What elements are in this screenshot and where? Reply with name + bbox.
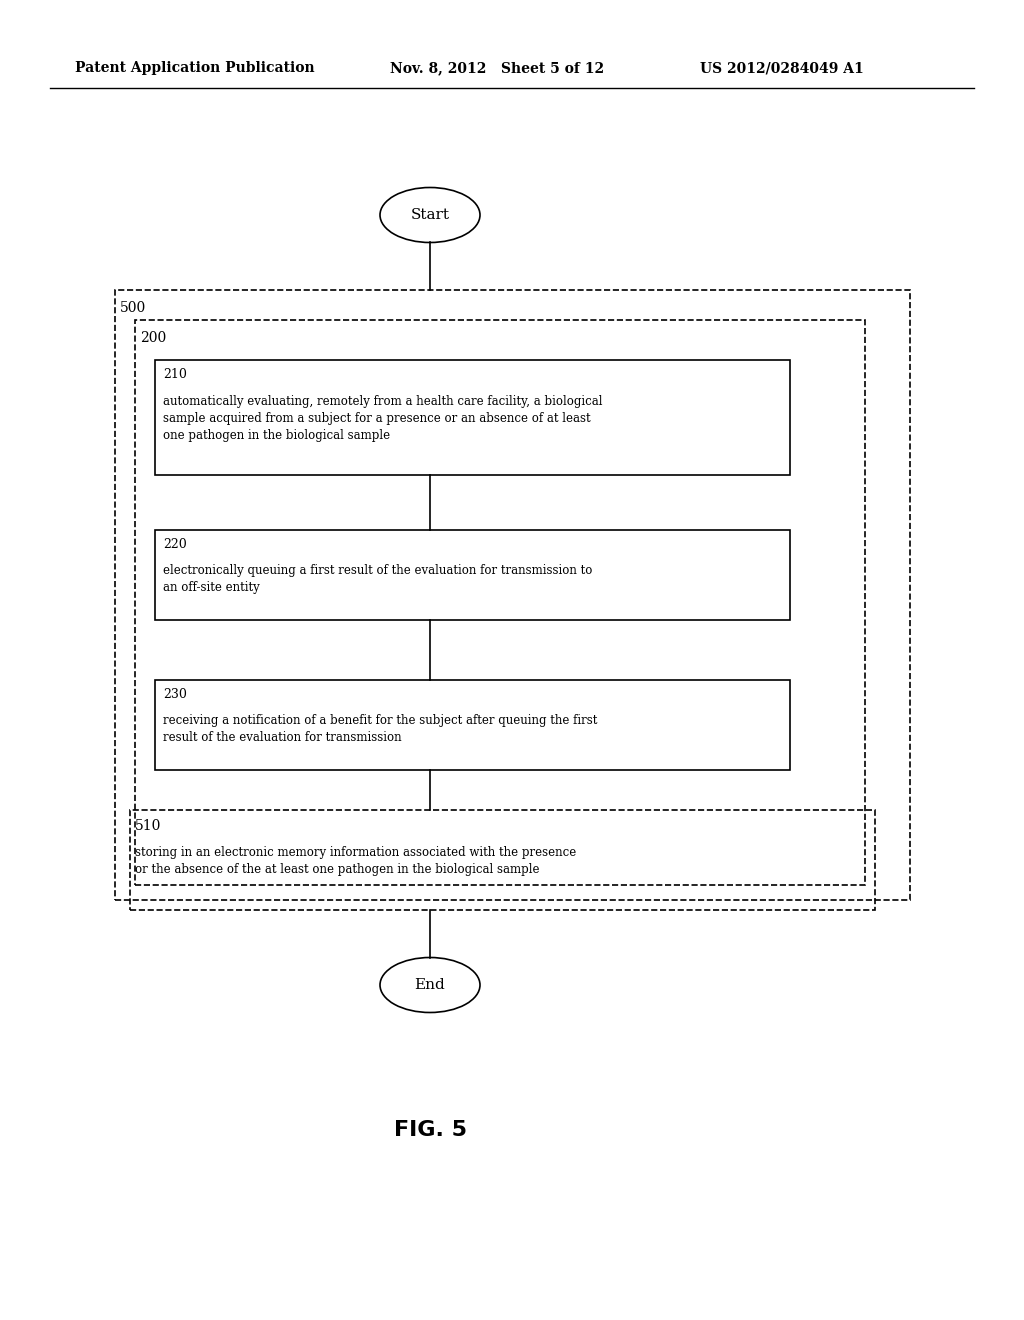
Text: Patent Application Publication: Patent Application Publication bbox=[75, 61, 314, 75]
Text: Start: Start bbox=[411, 209, 450, 222]
Text: receiving a notification of a benefit for the subject after queuing the first
re: receiving a notification of a benefit fo… bbox=[163, 714, 597, 744]
Bar bbox=[155, 531, 790, 620]
Text: US 2012/0284049 A1: US 2012/0284049 A1 bbox=[700, 61, 864, 75]
Text: 510: 510 bbox=[135, 818, 162, 833]
Bar bbox=[115, 290, 910, 900]
Text: 230: 230 bbox=[163, 688, 186, 701]
Bar bbox=[130, 810, 874, 909]
Text: storing in an electronic memory information associated with the presence
or the : storing in an electronic memory informat… bbox=[135, 846, 577, 876]
Text: automatically evaluating, remotely from a health care facility, a biological
sam: automatically evaluating, remotely from … bbox=[163, 395, 602, 442]
Text: Nov. 8, 2012   Sheet 5 of 12: Nov. 8, 2012 Sheet 5 of 12 bbox=[390, 61, 604, 75]
Text: 210: 210 bbox=[163, 367, 186, 380]
Text: End: End bbox=[415, 978, 445, 993]
Text: FIG. 5: FIG. 5 bbox=[393, 1119, 467, 1140]
Bar bbox=[155, 360, 790, 475]
Text: 200: 200 bbox=[140, 331, 166, 345]
Bar bbox=[135, 319, 865, 884]
Bar bbox=[155, 680, 790, 770]
Text: electronically queuing a first result of the evaluation for transmission to
an o: electronically queuing a first result of… bbox=[163, 564, 592, 594]
Text: 500: 500 bbox=[120, 301, 146, 315]
Text: 220: 220 bbox=[163, 537, 186, 550]
